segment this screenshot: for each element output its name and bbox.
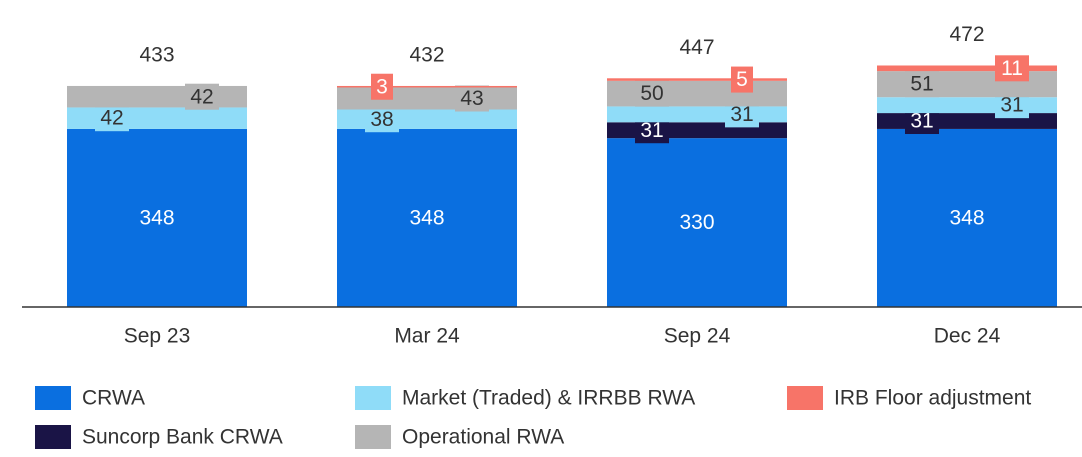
total-label: 432	[409, 44, 444, 67]
bar-segment	[607, 138, 787, 307]
data-label: 348	[949, 207, 984, 230]
data-label: 11	[1001, 57, 1023, 80]
total-label: 472	[949, 23, 984, 46]
label-box	[371, 73, 393, 100]
label-box	[905, 71, 939, 98]
legend-label: Suncorp Bank CRWA	[82, 426, 283, 449]
bar-segment	[337, 109, 517, 129]
data-label: 348	[409, 207, 444, 230]
bar-segment	[607, 78, 787, 81]
data-label: 38	[370, 108, 393, 131]
x-tick-label: Dec 24	[934, 325, 1001, 348]
legend-swatch	[355, 425, 391, 449]
label-box	[95, 105, 129, 132]
legend-swatch	[787, 386, 823, 410]
data-label: 43	[460, 87, 483, 110]
bar-segment	[877, 113, 1057, 129]
data-label: 42	[100, 107, 123, 130]
label-box	[185, 83, 219, 110]
legend-label: CRWA	[82, 387, 145, 410]
data-label: 42	[190, 85, 213, 108]
data-label: 348	[139, 207, 174, 230]
bar-segment	[607, 122, 787, 139]
data-label: 3	[376, 75, 388, 98]
data-label: 5	[736, 68, 748, 91]
data-label: 51	[910, 73, 933, 96]
label-box	[455, 85, 489, 112]
data-label: 31	[640, 119, 663, 142]
legend-label: Operational RWA	[402, 426, 564, 449]
bar-segment	[877, 65, 1057, 72]
bar-segment	[607, 80, 787, 107]
x-tick-label: Sep 23	[124, 325, 191, 348]
total-label: 447	[679, 36, 714, 59]
bar-segment	[337, 85, 517, 88]
data-label: 31	[1000, 94, 1023, 117]
legend-swatch	[355, 386, 391, 410]
bar-segment	[877, 128, 1057, 307]
legend-label: IRB Floor adjustment	[834, 387, 1031, 410]
bar-segment	[877, 71, 1057, 98]
total-label: 433	[139, 44, 174, 67]
bar-segment	[337, 87, 517, 110]
legend-swatch	[35, 425, 71, 449]
x-tick-label: Sep 24	[664, 325, 731, 348]
data-label: 330	[679, 211, 714, 234]
bar-segment	[877, 97, 1057, 114]
bar-segment	[67, 107, 247, 129]
bar-segment	[337, 128, 517, 307]
x-tick-label: Mar 24	[394, 325, 460, 348]
legend-label: Market (Traded) & IRRBB RWA	[402, 387, 695, 410]
data-label: 31	[730, 103, 753, 126]
data-label: 31	[910, 110, 933, 133]
label-box	[635, 80, 669, 107]
data-label: 50	[640, 82, 663, 105]
label-box	[731, 66, 753, 93]
bar-segment	[67, 128, 247, 307]
label-box	[365, 106, 399, 133]
bar-segment	[67, 85, 247, 108]
legend-swatch	[35, 386, 71, 410]
label-box	[995, 55, 1029, 82]
bar-segment	[607, 106, 787, 123]
